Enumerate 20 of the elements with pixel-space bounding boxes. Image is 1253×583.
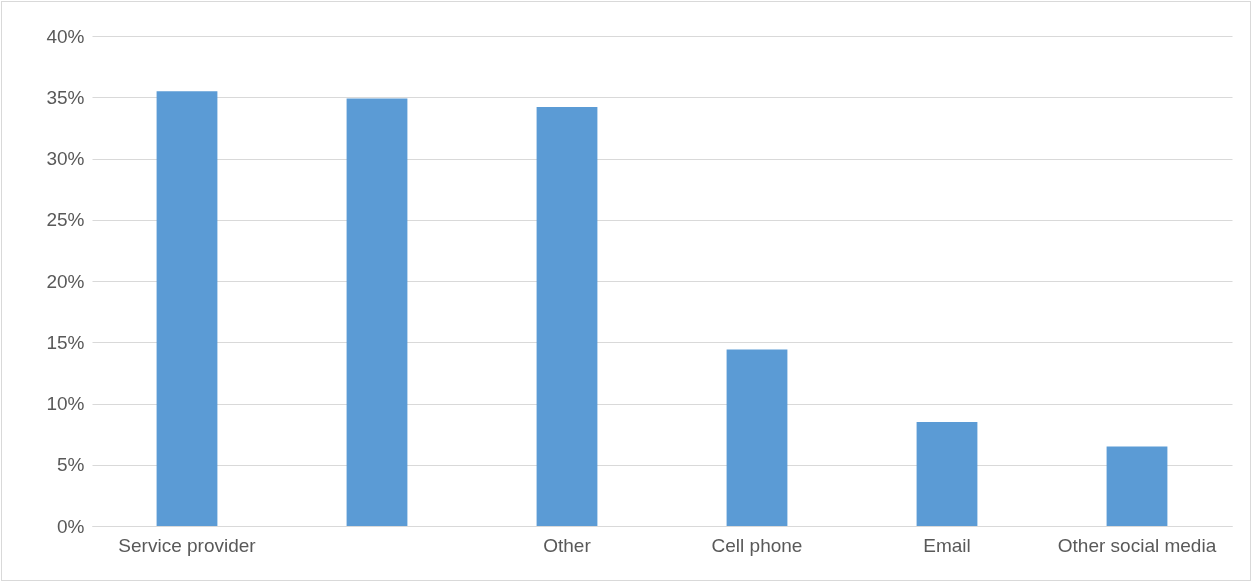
x-tick-label: Cell phone xyxy=(711,534,803,556)
bar xyxy=(726,349,788,526)
x-tick-label: Other social media xyxy=(1057,534,1217,556)
bar xyxy=(916,421,978,526)
y-tick-label: 0% xyxy=(57,515,85,537)
y-tick-label: 25% xyxy=(46,209,85,231)
bar xyxy=(536,107,598,526)
y-tick-label: 35% xyxy=(46,86,85,108)
y-tick-label: 20% xyxy=(46,270,85,292)
bar xyxy=(1106,446,1168,526)
x-tick-label: Service provider xyxy=(118,534,257,556)
y-tick-label: 10% xyxy=(46,393,85,414)
y-tick-label: 40% xyxy=(46,25,85,47)
x-tick-label: Email xyxy=(923,534,971,556)
bar xyxy=(156,91,218,526)
y-tick-label: 30% xyxy=(46,148,85,169)
x-tick-label: Other xyxy=(543,534,592,556)
y-tick-label: 15% xyxy=(46,331,85,353)
bar xyxy=(346,98,408,526)
y-tick-label: 5% xyxy=(57,454,85,476)
